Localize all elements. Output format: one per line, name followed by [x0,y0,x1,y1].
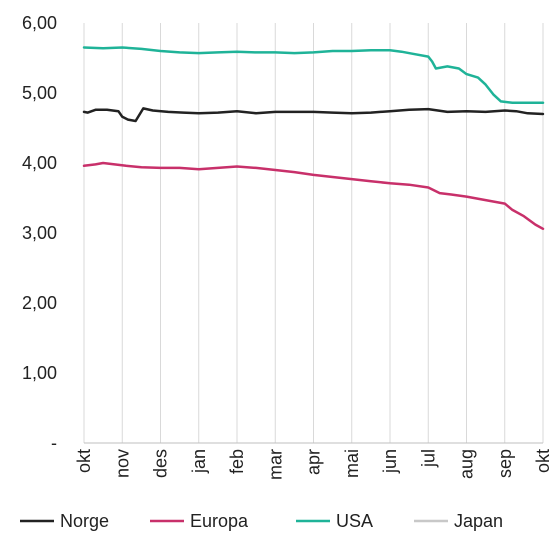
series-lines [82,46,545,231]
x-tick-labels: okt nov des jan feb mar apr mai jun jul aug sep okt [74,449,550,480]
y-tick-label: 1,00 [22,363,57,383]
x-tick-label: okt [74,449,94,473]
x-tick-label: jul [418,449,438,468]
x-tick-label: jan [189,449,209,474]
x-tick-label: sep [495,449,515,478]
legend-label-usa: USA [336,511,373,531]
y-tick-labels: - 1,00 2,00 3,00 4,00 5,00 6,00 [22,13,57,453]
series-line-usa [82,46,545,105]
legend-label-europa: Europa [190,511,249,531]
y-tick-label: 4,00 [22,153,57,173]
y-tick-label: 6,00 [22,13,57,33]
x-tick-label: okt [533,449,550,473]
legend-label-japan: Japan [454,511,503,531]
series-line-norge [82,107,545,123]
x-tick-label: aug [457,449,477,479]
x-tick-label: des [151,449,171,478]
vertical-grid [83,23,544,443]
y-tick-label: 3,00 [22,223,57,243]
series-line-europa [82,161,545,231]
x-tick-label: mai [342,449,362,478]
x-tick-label: nov [112,449,132,478]
legend: Norge Europa USA Japan [20,511,503,531]
y-tick-label: - [51,433,57,453]
x-tick-label: mar [265,449,285,480]
legend-label-norge: Norge [60,511,109,531]
x-tick-label: feb [227,449,247,474]
x-tick-label: jun [380,449,400,474]
x-tick-label: apr [304,449,324,475]
y-tick-label: 5,00 [22,83,57,103]
y-tick-label: 2,00 [22,293,57,313]
